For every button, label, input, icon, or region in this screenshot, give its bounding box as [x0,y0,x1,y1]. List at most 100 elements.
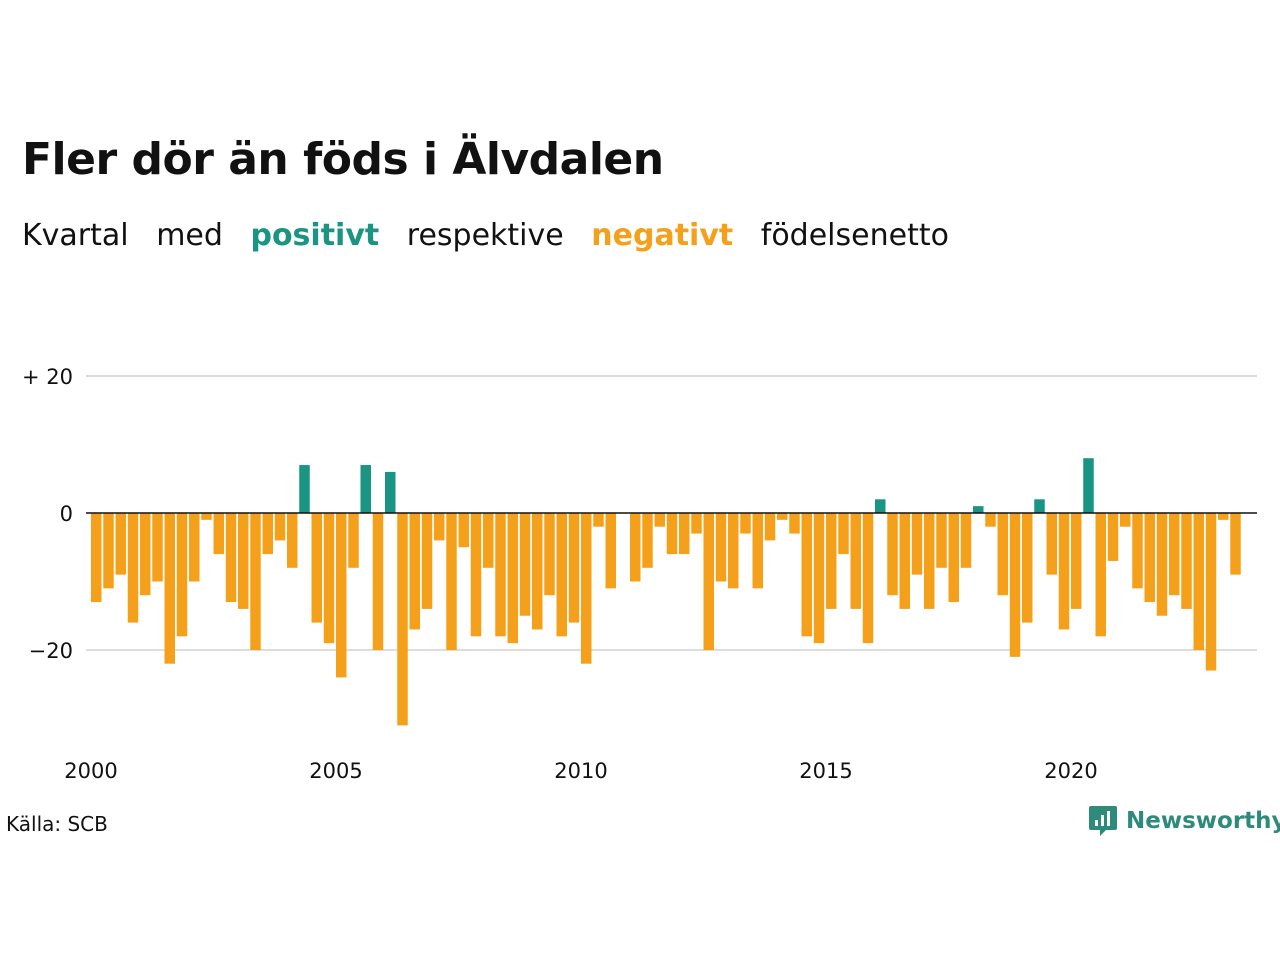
bar-negative [862,513,874,644]
bar-negative [679,513,690,555]
bar-negative [801,513,812,637]
bar-negative [1218,513,1229,520]
chart-title: Fler dör än föds i Älvdalen [22,134,664,185]
y-tick-label: 0 [60,502,73,526]
bar-negative [691,513,702,534]
bar-negative [703,513,714,650]
bar-negative [752,513,763,589]
bar-negative [164,513,175,664]
bar-negative [262,513,273,555]
bar-negative [397,513,408,726]
bar-negative [936,513,947,568]
bar-negative [654,513,665,527]
bar-negative [458,513,469,548]
bar-negative [1120,513,1131,527]
bar-negative [777,513,788,520]
bar-negative [985,513,996,527]
x-tick-label: 2005 [309,759,362,783]
bar-negative [311,513,322,623]
subtitle-word: med [156,218,223,253]
bar-negative [446,513,457,650]
bar-negative [152,513,163,582]
bar-negative [532,513,543,630]
bar-negative [1071,513,1082,609]
bar-negative [91,513,102,603]
bar-negative [813,513,825,644]
bar-negative [274,513,286,541]
bar-negative [1181,513,1192,609]
bar-negative [911,513,923,575]
bar-negative [1230,513,1241,575]
bar-negative [1009,513,1021,657]
bar-negative [630,513,641,582]
bar-negative [127,513,139,623]
bar-negative [1095,513,1106,637]
bar-negative [715,513,727,582]
newsworthy-logo-icon [1089,806,1117,836]
bar-negative [250,513,261,650]
bar-negative [544,513,555,596]
bar-negative [201,513,212,520]
bar-negative [899,513,910,609]
bar-negative [642,513,653,568]
bar-negative [1156,513,1168,616]
bar-negative [838,513,849,555]
bar-negative [764,513,776,541]
subtitle-word: Kvartal [22,218,129,253]
bar-negative [826,513,837,609]
x-tick-label: 2010 [554,759,607,783]
bar-positive [973,506,984,513]
bar-positive [1083,458,1094,513]
bar-negative [740,513,751,534]
bar-positive [385,471,396,513]
source-note: Källa: SCB [6,812,108,836]
bar-negative [115,513,126,575]
bar-negative [568,513,580,623]
subtitle-word: födelsenetto [760,218,949,253]
subtitle-word: respektive [406,218,564,253]
bar-negative [213,513,224,555]
y-tick-label: + 20 [22,365,73,389]
bar-chart: + 20 0 −20 2000 2005 2010 2015 2020 [22,365,1257,783]
bar-negative [666,513,678,555]
bar-positive [875,499,886,513]
chart-subtitle: Kvartal med positivt respektive negativt… [22,218,967,253]
bar-negative [323,513,335,644]
bar-negative [1046,513,1057,575]
x-tick-label: 2000 [64,759,117,783]
bar-negative [519,513,531,616]
bar-negative [581,513,592,664]
bar-negative [189,513,200,582]
brand-logo: Newsworthy [1088,804,1280,838]
x-tick-label: 2015 [799,759,852,783]
bar-positive [360,465,371,513]
bar-negative [1144,513,1155,603]
bar-negative [1132,513,1143,589]
bar-negative [470,513,482,637]
bar-negative [960,513,972,568]
bar-negative [372,513,384,650]
bar-negative [887,513,898,596]
bar-negative [997,513,1008,596]
x-tick-label: 2020 [1044,759,1097,783]
bar-positive [299,465,310,513]
bar-negative [850,513,861,609]
bar-negative [336,513,347,678]
bar-negative [103,513,114,589]
bar-negative [924,513,935,609]
bar-negative [434,513,445,541]
bar-negative [225,513,237,603]
bar-negative [948,513,959,603]
bar-negative [1107,513,1119,561]
subtitle-negative-label: negativt [591,218,734,253]
y-tick-label: −20 [29,639,73,663]
bar-negative [1205,513,1217,671]
bar-negative [238,513,249,609]
bar-negative [176,513,188,637]
bar-negative [605,513,616,589]
bar-negative [409,513,420,630]
bar-negative [348,513,359,568]
bar-negative [140,513,151,596]
bar-negative [507,513,518,644]
bar-negative [1058,513,1070,630]
